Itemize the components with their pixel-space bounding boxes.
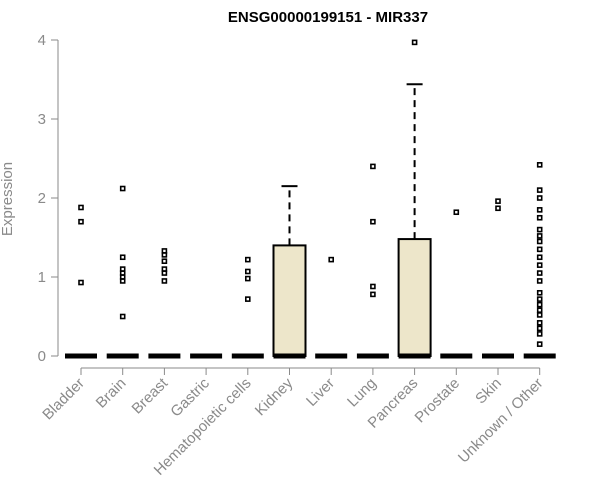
x-tick-label: Lung	[344, 375, 380, 411]
outlier-point	[245, 256, 251, 263]
x-tick-label: Brain	[93, 375, 130, 412]
outlier-point	[536, 162, 543, 168]
outlier-point	[536, 296, 543, 302]
x-tick-label: Bladder	[39, 375, 88, 424]
outlier-point	[370, 283, 376, 290]
outlier-point	[536, 320, 543, 326]
outlier-point	[536, 233, 543, 239]
outlier-point	[161, 258, 168, 265]
outlier-point	[328, 256, 335, 263]
box-group	[148, 248, 181, 359]
outlier-point	[536, 262, 543, 268]
outlier-point	[161, 278, 168, 284]
outlier-point	[370, 218, 376, 225]
y-tick-label: 3	[38, 111, 46, 128]
outlier-point	[536, 214, 543, 221]
y-axis: 0 1 2 3 4	[38, 32, 59, 365]
box-group	[356, 163, 389, 359]
box-group	[231, 256, 264, 359]
outlier-point	[245, 275, 251, 282]
box-group	[397, 39, 432, 359]
box	[272, 244, 307, 357]
outlier-point	[536, 307, 543, 313]
outlier-point	[536, 187, 543, 193]
outlier-point	[78, 204, 84, 211]
outlier-point	[453, 209, 460, 216]
outlier-point	[536, 238, 543, 245]
chart-title: ENSG00000199151 - MIR337	[228, 9, 428, 26]
x-tick-label: Kidney	[252, 374, 297, 419]
outlier-point	[536, 246, 543, 253]
box-group	[65, 204, 97, 359]
outlier-point	[119, 313, 126, 320]
outlier-point	[536, 301, 543, 308]
outlier-point	[495, 198, 501, 204]
outlier-point	[536, 254, 543, 261]
y-tick-label: 2	[38, 190, 46, 207]
outlier-point	[536, 341, 543, 347]
box-group	[523, 162, 556, 359]
outlier-point	[161, 266, 168, 272]
outlier-point	[536, 207, 543, 213]
outlier-point	[119, 266, 126, 272]
outlier-point	[161, 248, 168, 254]
x-tick-label: Liver	[303, 375, 338, 410]
outlier-point	[119, 254, 126, 261]
y-axis-label: Expression	[0, 162, 16, 236]
box-group	[272, 185, 307, 359]
outlier-point	[536, 325, 543, 332]
outlier-point	[536, 270, 543, 276]
outlier-point	[536, 289, 543, 296]
outlier-point	[245, 296, 251, 302]
outlier-point	[536, 226, 543, 233]
y-tick-label: 0	[38, 348, 46, 365]
x-tick-label: Skin	[472, 375, 505, 408]
outlier-point	[78, 218, 84, 225]
y-tick-label: 4	[38, 32, 46, 49]
outlier-point	[536, 331, 543, 337]
outlier-point	[536, 278, 543, 284]
x-tick-label: Breast	[129, 374, 172, 417]
box-group	[106, 185, 139, 359]
box-group	[315, 256, 348, 359]
y-tick-label: 1	[38, 269, 46, 286]
outlier-point	[370, 163, 376, 170]
box-group	[440, 209, 473, 359]
outlier-point	[78, 279, 84, 286]
outlier-point	[245, 268, 251, 275]
outlier-point	[536, 195, 543, 201]
box	[397, 238, 432, 357]
outlier-point	[370, 291, 376, 298]
plot-area	[65, 39, 556, 359]
outlier-point	[411, 39, 418, 46]
outlier-point	[495, 205, 501, 212]
outlier-point	[536, 312, 543, 318]
box-group	[482, 198, 514, 359]
x-tick-label: Prostate	[412, 375, 464, 427]
outlier-point	[119, 185, 126, 192]
